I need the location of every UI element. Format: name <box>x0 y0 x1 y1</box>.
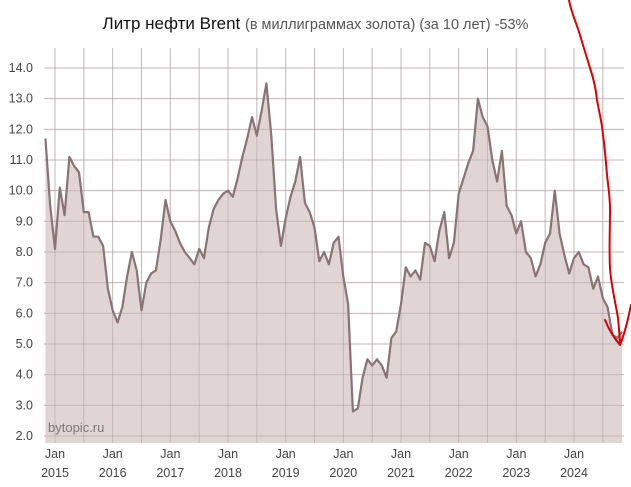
x-tick-year: 2023 <box>502 466 530 480</box>
x-tick-month: Jan <box>333 447 353 461</box>
x-tick-year: 2021 <box>387 466 415 480</box>
y-axis-labels: 14.0 13.0 12.0 11.0 10.0 9.0 8.0 7.0 6.0 5.0 4.0 3.… <box>9 61 33 443</box>
y-tick-label: 7.0 <box>16 276 33 290</box>
chart-grid-overlay <box>44 48 624 443</box>
x-tick-year: 2024 <box>560 466 588 480</box>
x-tick-year: 2020 <box>329 466 357 480</box>
chart-title-main: Литр нефти Brent <box>102 14 241 33</box>
x-tick-month: Jan <box>449 447 469 461</box>
chart-title-subtitle: (в миллиграммах золота) (за 10 лет) -53% <box>244 17 529 33</box>
watermark: bytopic.ru <box>48 420 104 435</box>
x-tick-month: Jan <box>103 447 123 461</box>
y-tick-label: 2.0 <box>16 429 33 443</box>
y-tick-label: 3.0 <box>16 398 33 412</box>
y-tick-label: 4.0 <box>16 368 33 382</box>
x-tick-year: 2022 <box>445 466 473 480</box>
x-tick-year: 2016 <box>99 466 127 480</box>
y-tick-label: 14.0 <box>9 61 33 75</box>
y-tick-label: 11.0 <box>10 153 33 167</box>
x-tick-month: Jan <box>391 447 411 461</box>
x-tick-year: 2015 <box>41 466 69 480</box>
x-tick-month: Jan <box>160 447 180 461</box>
x-tick-year: 2019 <box>272 466 300 480</box>
x-tick-month: Jan <box>506 447 526 461</box>
x-tick-year: 2017 <box>156 466 184 480</box>
x-tick-month: Jan <box>564 447 584 461</box>
x-tick-year: 2018 <box>214 466 242 480</box>
x-tick-month: Jan <box>45 447 65 461</box>
chart-area-fill <box>45 83 623 444</box>
y-tick-label: 9.0 <box>16 214 33 228</box>
red-arrow-annotation-icon <box>568 0 631 346</box>
x-tick-month: Jan <box>276 447 296 461</box>
y-tick-label: 13.0 <box>9 92 33 106</box>
y-tick-label: 6.0 <box>16 306 33 320</box>
y-tick-label: 12.0 <box>9 122 33 136</box>
chart-title: Литр нефти Brent (в миллиграммах золота)… <box>0 14 631 34</box>
chart-series-line <box>44 82 623 413</box>
y-tick-label: 10.0 <box>9 184 33 198</box>
x-axis-labels: Jan 2015 Jan 2016 Jan 2017 Jan 2018 Jan 2019 Jan 20… <box>41 447 588 480</box>
x-tick-month: Jan <box>218 447 238 461</box>
y-tick-label: 5.0 <box>16 337 33 351</box>
y-tick-label: 8.0 <box>16 245 33 259</box>
